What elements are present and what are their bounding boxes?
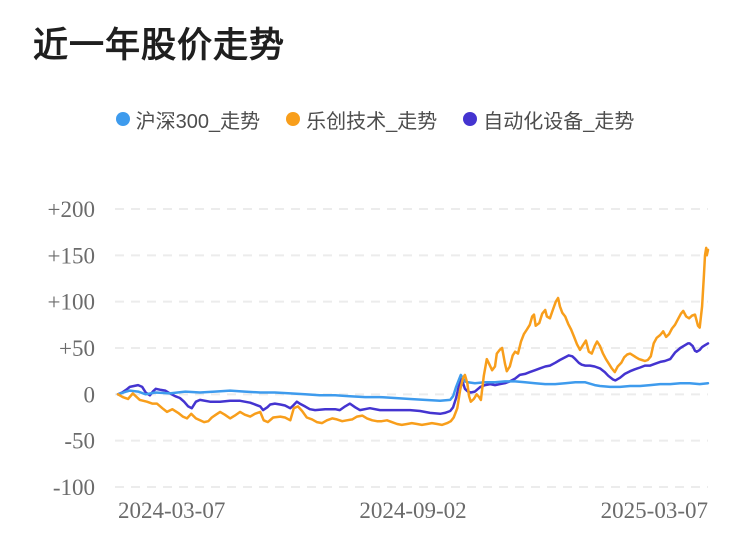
y-axis-tick-label: 0	[84, 382, 96, 407]
legend-dot-icon	[286, 112, 301, 126]
y-axis-tick-label: +200	[48, 197, 95, 222]
legend: 沪深300_走势 乐创技术_走势 自动化设备_走势	[0, 104, 750, 134]
legend-label: 乐创技术_走势	[306, 110, 438, 133]
y-axis-tick-label: -50	[64, 429, 95, 454]
y-axis-tick-label: +100	[48, 290, 95, 315]
legend-item-1[interactable]: 乐创技术_走势	[286, 105, 437, 134]
y-axis-tick-label: +150	[48, 243, 95, 268]
legend-item-2[interactable]: 自动化设备_走势	[463, 105, 634, 134]
legend-dot-icon	[463, 112, 478, 126]
legend-dot-icon	[115, 112, 130, 126]
series-line-2	[116, 246, 710, 427]
series-line-1	[116, 373, 710, 403]
series-line-0	[116, 342, 710, 416]
x-axis-tick-label: 2024-09-02	[359, 498, 466, 523]
y-axis-tick-label: -100	[53, 475, 95, 500]
x-axis-tick-label: 2025-03-07	[601, 498, 708, 523]
x-axis-tick-label: 2024-03-07	[118, 498, 225, 523]
legend-item-0[interactable]: 沪深300_走势	[115, 105, 261, 134]
legend-label: 自动化设备_走势	[483, 110, 635, 133]
page-title: 近一年股价走势	[33, 26, 286, 65]
y-axis-tick-label: +50	[59, 336, 95, 361]
legend-label: 沪深300_走势	[135, 110, 261, 133]
